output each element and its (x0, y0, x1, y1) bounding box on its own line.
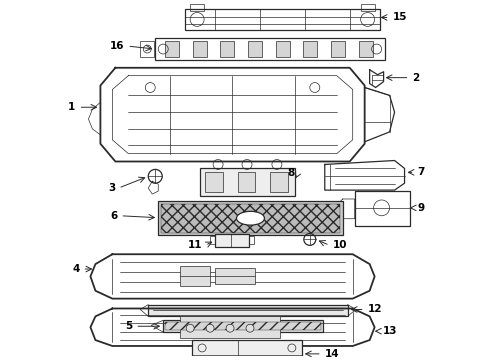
Bar (165, 41, 179, 57)
Bar (190, 4, 204, 10)
Bar (331, 41, 345, 57)
Text: 12: 12 (368, 305, 382, 315)
Bar (180, 316, 280, 338)
Circle shape (186, 324, 194, 332)
Bar (238, 172, 255, 192)
Text: 8: 8 (288, 168, 295, 178)
Text: 15: 15 (392, 13, 407, 22)
Bar (140, 41, 154, 57)
Bar (155, 38, 385, 60)
Bar (276, 41, 290, 57)
Bar (161, 204, 340, 233)
Bar (215, 234, 249, 247)
Circle shape (246, 324, 254, 332)
Bar (355, 191, 410, 226)
Text: 1: 1 (68, 102, 75, 112)
Bar (205, 172, 223, 192)
Text: 16: 16 (110, 41, 124, 51)
Bar (215, 268, 255, 284)
Bar (249, 237, 254, 244)
Bar (270, 172, 288, 192)
Text: 11: 11 (188, 240, 202, 250)
Bar (158, 201, 343, 235)
Bar (359, 41, 372, 57)
Text: 14: 14 (325, 349, 340, 359)
Bar (248, 41, 262, 57)
Text: 13: 13 (383, 326, 397, 336)
Text: 6: 6 (110, 211, 118, 221)
Ellipse shape (237, 211, 265, 225)
Bar (303, 41, 318, 57)
Text: 3: 3 (108, 183, 115, 193)
Circle shape (206, 324, 214, 332)
Text: 7: 7 (417, 167, 425, 177)
Text: 4: 4 (72, 264, 79, 274)
Text: 9: 9 (417, 203, 425, 213)
Bar (192, 340, 302, 360)
Text: 10: 10 (333, 240, 347, 250)
Bar (193, 41, 207, 57)
Text: 5: 5 (125, 321, 132, 331)
Bar (148, 305, 348, 316)
Bar (185, 9, 380, 30)
Bar (210, 237, 215, 244)
Bar (180, 266, 210, 286)
Bar (361, 4, 375, 10)
Circle shape (226, 324, 234, 332)
Text: 2: 2 (413, 73, 420, 83)
Bar (200, 168, 295, 196)
Bar (220, 41, 234, 57)
Bar (151, 306, 345, 310)
Bar (163, 320, 323, 332)
Bar (165, 322, 321, 330)
